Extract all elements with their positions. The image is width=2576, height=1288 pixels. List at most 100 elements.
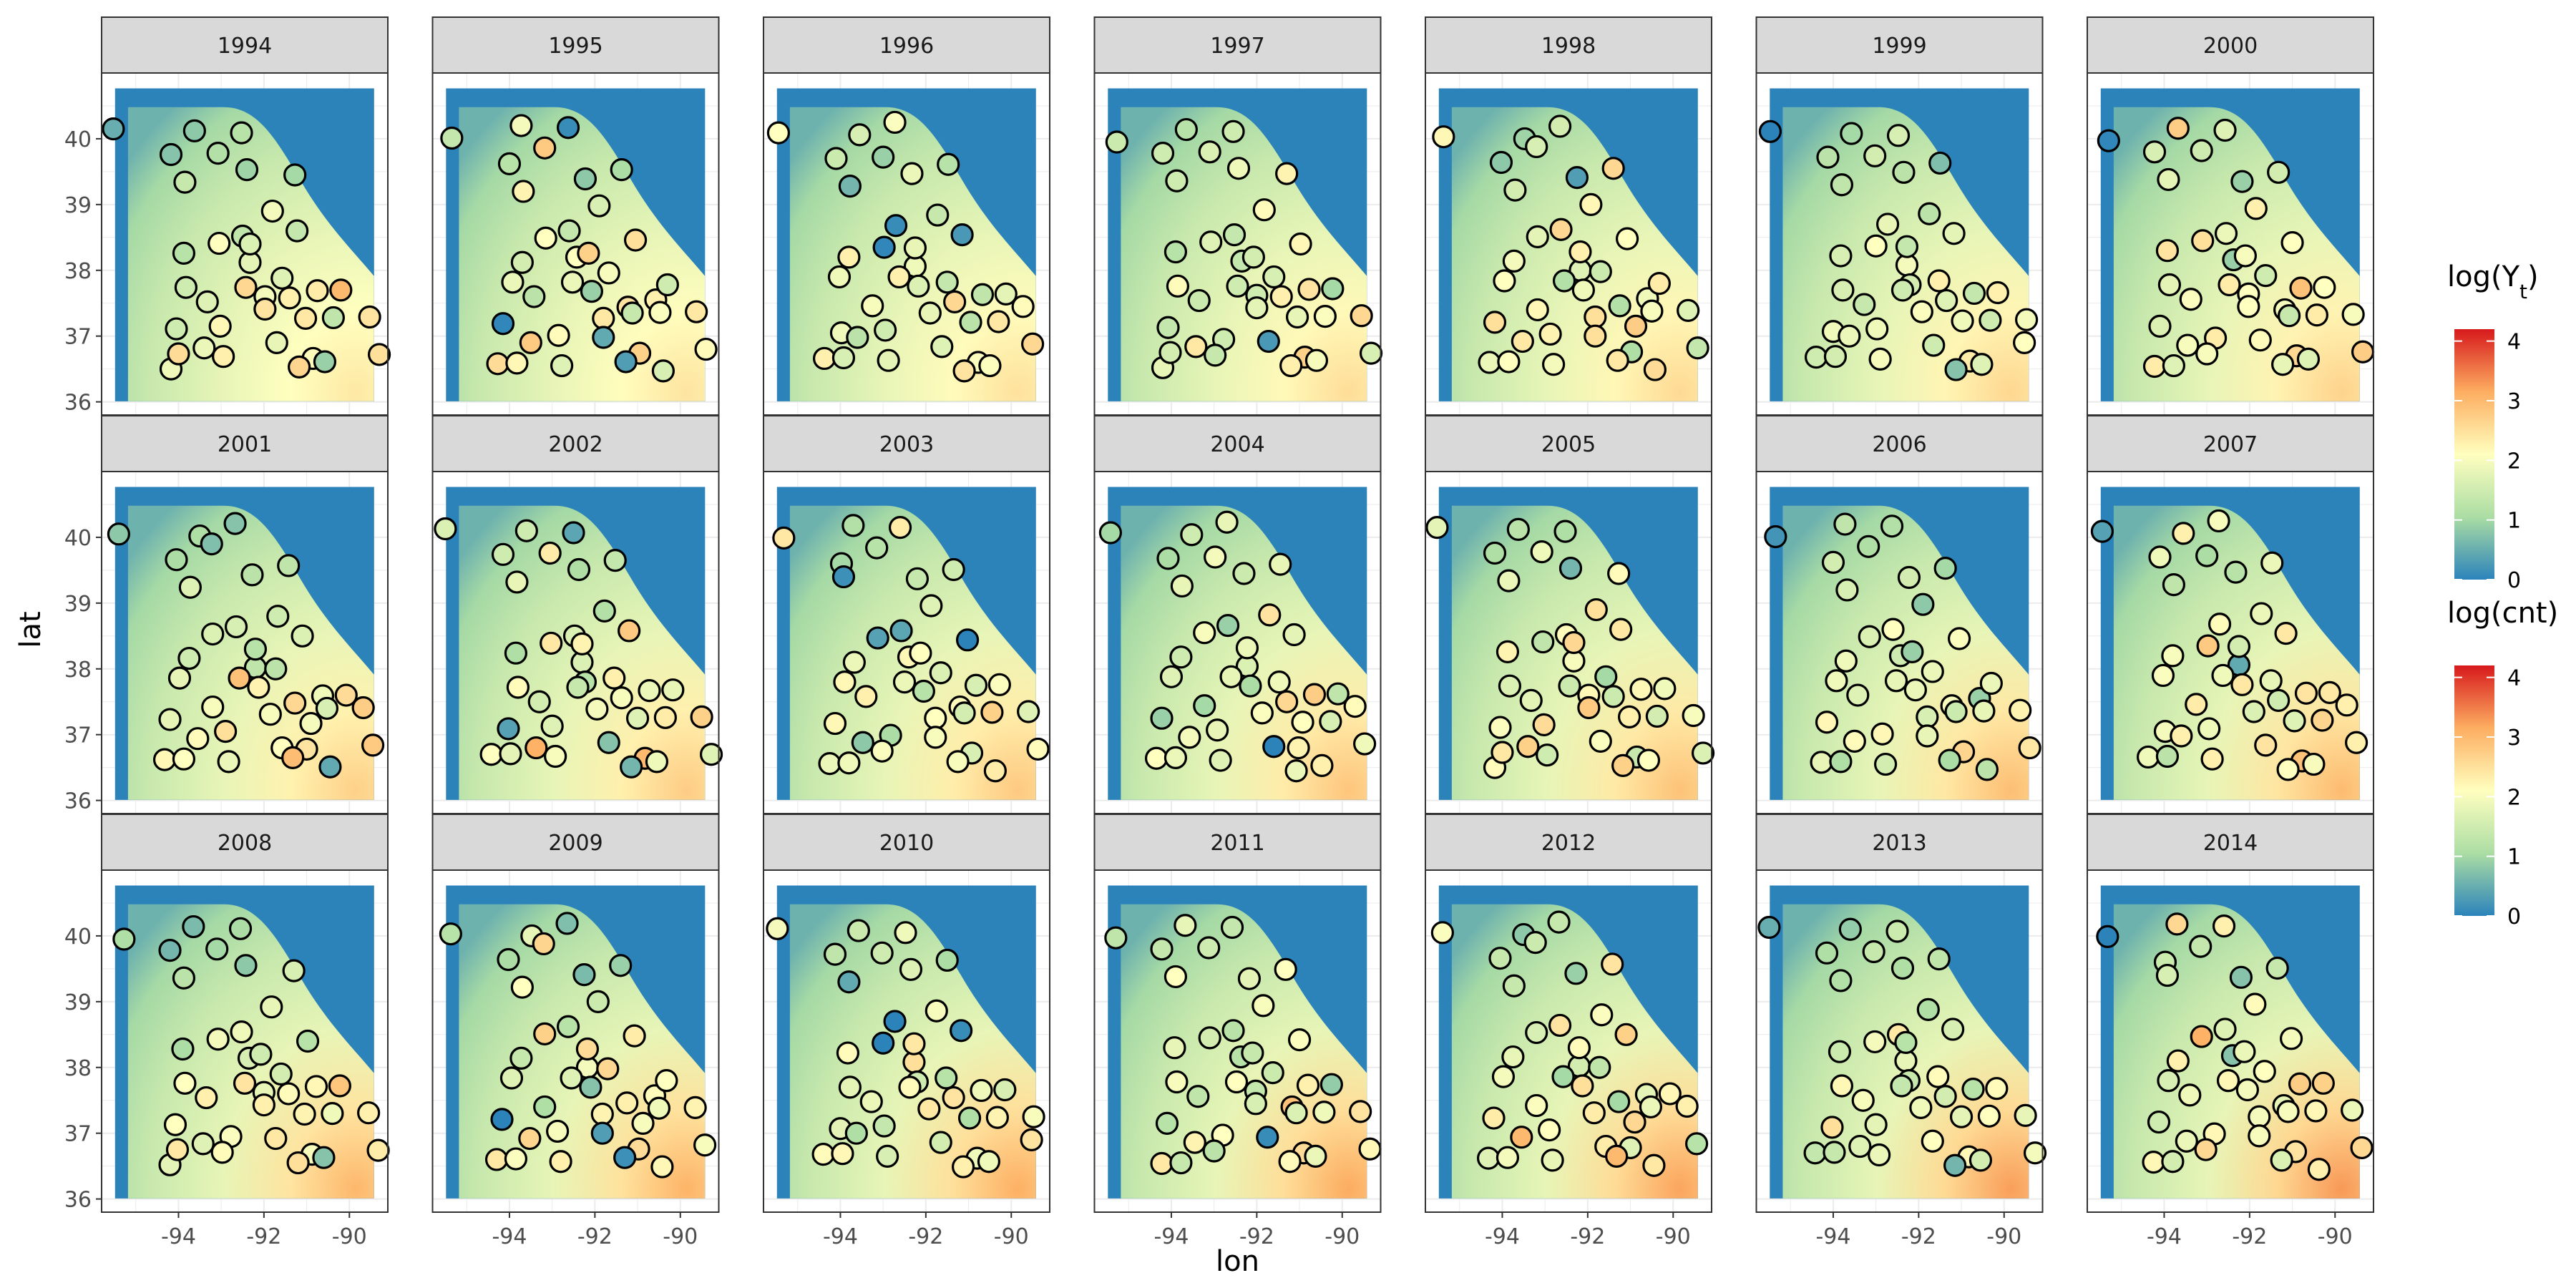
- data-point: [1538, 1118, 1561, 1142]
- data-point: [1186, 1085, 1210, 1108]
- data-point: [1926, 1065, 1950, 1088]
- data-point: [1525, 1020, 1548, 1045]
- data-point: [186, 727, 210, 751]
- data-point: [1885, 919, 1909, 943]
- data-point: [2200, 747, 2224, 771]
- data-point: [260, 995, 283, 1019]
- data-point: [1287, 1028, 1312, 1052]
- data-point: [888, 516, 912, 540]
- data-point: [824, 147, 848, 170]
- data-point: [683, 1096, 707, 1119]
- data-point: [1501, 1045, 1525, 1069]
- data-point: [655, 1069, 678, 1093]
- data-point: [1823, 1141, 1846, 1164]
- data-point: [266, 605, 290, 628]
- data-point: [2229, 965, 2253, 989]
- data-point: [837, 245, 861, 269]
- data-point: [1497, 350, 1521, 374]
- data-point: [167, 666, 192, 690]
- panel-strip-label: 1998: [1541, 34, 1596, 59]
- y-tick-label: 38: [64, 658, 92, 683]
- data-point: [1170, 574, 1194, 598]
- data-point: [178, 575, 202, 599]
- legend-tick-label: 4: [2507, 666, 2521, 691]
- data-point: [172, 966, 196, 990]
- data-point: [892, 670, 917, 694]
- data-point: [1187, 288, 1211, 313]
- data-point: [1497, 569, 1521, 592]
- panel-2008: 2008: [101, 814, 390, 1213]
- x-tick-label: -92: [2232, 1224, 2267, 1249]
- data-point: [165, 548, 188, 572]
- data-point: [2155, 239, 2180, 263]
- data-point: [1886, 124, 1911, 147]
- data-point: [1810, 751, 1833, 774]
- data-point: [1830, 1074, 1854, 1098]
- data-point: [538, 541, 562, 565]
- data-point: [2311, 1071, 2335, 1095]
- data-point: [1169, 645, 1193, 669]
- data-point: [2161, 1150, 2185, 1174]
- data-point: [1921, 1129, 1944, 1153]
- data-point: [1105, 130, 1128, 154]
- panel-strip: [1755, 415, 2044, 472]
- data-point: [1828, 1040, 1852, 1063]
- data-point: [872, 1114, 896, 1138]
- data-point: [112, 927, 136, 951]
- data-point: [889, 619, 913, 643]
- data-point: [191, 1132, 215, 1156]
- data-point: [2190, 1025, 2213, 1048]
- data-point: [1682, 703, 1705, 728]
- data-point: [1880, 514, 1904, 538]
- panel-strip-label: 2011: [1210, 831, 1264, 856]
- data-point: [527, 690, 551, 713]
- data-point: [206, 1028, 230, 1051]
- data-point: [1838, 324, 1861, 348]
- data-point: [2302, 752, 2326, 776]
- panel-strip: [763, 415, 1050, 472]
- data-point: [924, 706, 947, 730]
- legend-title: log(cnt): [2447, 597, 2558, 630]
- data-point: [2341, 1098, 2364, 1122]
- data-point: [2191, 229, 2215, 253]
- data-point: [1579, 192, 1603, 216]
- data-point: [1304, 348, 1329, 372]
- data-point: [533, 1095, 557, 1119]
- data-point: [1483, 311, 1507, 334]
- data-point: [351, 696, 375, 720]
- data-point: [1927, 269, 1951, 293]
- data-point: [2155, 963, 2180, 987]
- data-point: [299, 711, 323, 736]
- panel-border: [1093, 869, 1382, 1213]
- panel-2006: 2006: [1755, 415, 2044, 814]
- y-tick-label: 40: [64, 924, 92, 950]
- x-tick-label: -94: [1153, 1224, 1189, 1249]
- data-point: [212, 345, 235, 369]
- data-point: [1584, 597, 1608, 622]
- data-point: [1285, 305, 1309, 329]
- data-point: [1244, 1092, 1267, 1116]
- axes-layer: 36 37 38 39 40 36 37 38 39 40 36 37 38 39 40 -94 -92 -90 -…: [14, 127, 2353, 1278]
- data-point: [499, 742, 522, 766]
- data-point: [905, 567, 930, 590]
- y-axis-title: lat: [14, 611, 47, 648]
- data-point: [694, 337, 718, 361]
- data-point: [366, 1138, 390, 1162]
- x-tick-label: -90: [994, 1224, 1029, 1249]
- x-tick-label: -92: [246, 1224, 281, 1249]
- data-point: [1104, 926, 1128, 950]
- data-point: [491, 312, 515, 336]
- panel-strip: [1093, 415, 1382, 472]
- legend-tick-label: 3: [2507, 726, 2521, 751]
- panel-strip-label: 2003: [879, 432, 934, 457]
- data-point: [306, 279, 329, 303]
- data-point: [935, 270, 959, 294]
- data-point: [2142, 1151, 2165, 1174]
- data-point: [1577, 696, 1601, 720]
- x-tick-label: -90: [2318, 1224, 2353, 1249]
- data-point: [1951, 309, 1974, 333]
- data-point: [837, 751, 861, 775]
- points: [1098, 510, 1377, 783]
- panel-2014: 2014: [2087, 814, 2374, 1213]
- x-tick-label: -94: [1485, 1224, 1520, 1249]
